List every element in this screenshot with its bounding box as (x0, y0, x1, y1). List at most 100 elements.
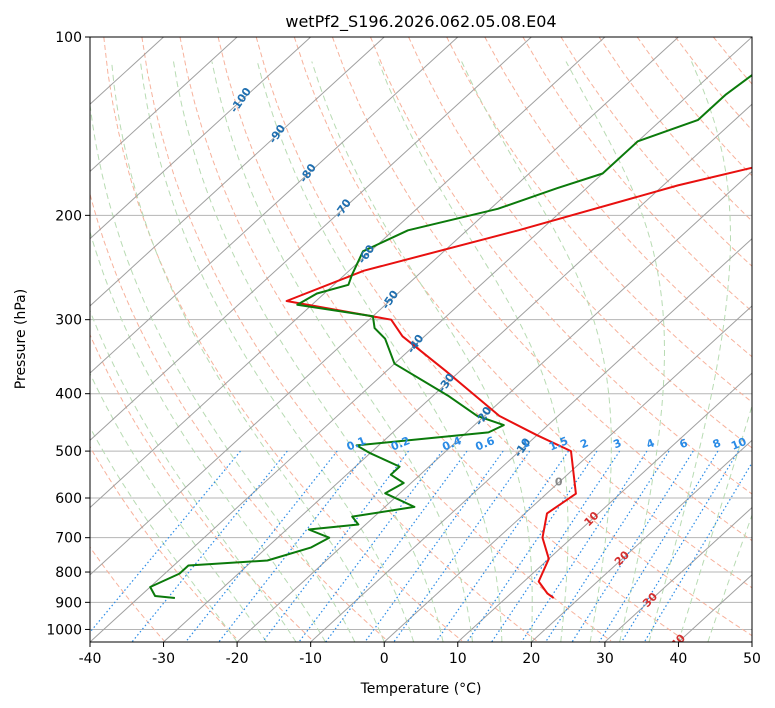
isotherm-line (310, 237, 752, 642)
mixing-ratio-line (131, 450, 288, 642)
moist-adiabat-line (173, 61, 444, 642)
isotherm-line (457, 372, 752, 642)
mixing-ratio-line (393, 450, 531, 642)
isotherm-line (383, 305, 752, 642)
dry-adiabat-line (446, 37, 752, 403)
dry-adiabat-line (217, 37, 686, 642)
mixing-ratio-line (185, 450, 338, 642)
moist-adiabat-line (211, 61, 473, 642)
mixing-ratio-label: 3 (611, 436, 623, 451)
moist-adiabat-line (139, 61, 415, 642)
isotherm-line (90, 37, 385, 307)
isotherm-line (90, 37, 532, 442)
moist-adiabat-line (677, 404, 752, 642)
x-tick-label: 0 (380, 651, 389, 667)
chart-title: wetPf2_S196.2026.062.05.08.E04 (285, 12, 556, 32)
isotherm-line (604, 506, 752, 642)
y-axis-ticks: 100 200 300 400 500 600 700 800 900 1000 (46, 30, 90, 638)
y-tick-label: 800 (55, 565, 82, 581)
dry-adiabat-line (408, 37, 752, 449)
dry-adiabat-line (90, 333, 314, 642)
isotherm-line (90, 37, 459, 374)
y-tick-label: 100 (55, 30, 82, 46)
x-tick-label: 50 (743, 651, 761, 667)
y-tick-label: 200 (55, 208, 82, 224)
x-tick-label: 40 (670, 651, 688, 667)
moist-adiabat-line (461, 61, 612, 642)
mixing-ratio-label: 1 (519, 436, 531, 451)
isotherm-line (90, 37, 679, 576)
dry-adiabat-line (141, 37, 537, 642)
x-tick-label: 20 (522, 651, 540, 667)
dry-adiabats (90, 37, 752, 642)
moist-adiabat-line (90, 372, 267, 642)
mixing-ratio-label: 8 (711, 436, 723, 451)
isotherms (90, 37, 752, 642)
mixing-ratio-label: 10 (729, 435, 748, 453)
moist-adiabat-line (90, 309, 297, 642)
dry-adiabat-line (522, 37, 752, 313)
moist-adiabat-line (378, 61, 569, 642)
dry-adiabat-line (255, 37, 752, 637)
moist-adiabat-line (90, 230, 326, 642)
moist-adiabat-line (90, 426, 238, 642)
moist-adiabat-line (111, 61, 385, 642)
temperature-profile-line (285, 166, 752, 599)
dewpoint-profile-line (149, 73, 752, 599)
x-tick-label: -20 (226, 651, 249, 667)
isotherm-label: 40 (668, 631, 688, 651)
mixing-ratio-label: 2 (578, 436, 590, 451)
dry-adiabat-line (90, 546, 165, 642)
moist-adiabat-line (648, 61, 732, 642)
isotherm-line (236, 170, 752, 642)
y-axis-label: Pressure (hPa) (13, 289, 29, 389)
moist-adiabat-line (256, 61, 503, 642)
mixing-ratio-line (545, 450, 670, 642)
isotherm-line (90, 37, 312, 240)
mixing-ratio-line (643, 461, 752, 642)
y-tick-label: 900 (55, 595, 82, 611)
isotherm-line (530, 439, 752, 642)
y-tick-label: 500 (55, 444, 82, 460)
x-tick-label: -40 (79, 651, 102, 667)
mixing-ratio-line (435, 450, 569, 642)
y-tick-label: 1000 (46, 622, 82, 638)
dry-adiabat-line (293, 37, 752, 589)
moist-adiabat-line (707, 513, 752, 642)
x-axis-ticks: -40 -30 -20 -10 0 10 20 30 40 50 (79, 642, 761, 667)
x-tick-label: -10 (299, 651, 322, 667)
moist-adiabat-line (311, 61, 533, 642)
plot-frame (89, 36, 753, 643)
y-tick-label: 300 (55, 313, 82, 329)
mixing-ratio-line (218, 450, 369, 642)
isotherm-line (90, 37, 238, 173)
mixing-ratio-line (621, 450, 739, 642)
isotherm-line (90, 37, 606, 509)
y-tick-label: 700 (55, 531, 82, 547)
dry-adiabat-line (179, 37, 612, 642)
plot-area: -100-90-80-70-60-50-40-30-20-10010203040… (90, 37, 752, 651)
dry-adiabat-line (484, 37, 752, 358)
profile-series (149, 73, 752, 599)
mixing-ratio-line (598, 450, 719, 642)
mixing-ratio-line (571, 450, 694, 642)
mixing-ratio-line (466, 450, 598, 642)
dry-adiabat-line (103, 37, 463, 642)
x-axis-label: Temperature (°C) (360, 681, 482, 697)
moist-adiabats (90, 61, 752, 642)
y-tick-label: 600 (55, 491, 82, 507)
mixing-ratio-line (364, 450, 504, 642)
mixing-ratio-line (262, 450, 410, 642)
isotherm-line (90, 37, 752, 642)
y-tick-label: 400 (55, 387, 82, 403)
pressure-gridlines (90, 37, 752, 630)
moist-adiabat-line (90, 100, 356, 642)
x-tick-label: 30 (596, 651, 614, 667)
isotherm-label: 0 (555, 476, 563, 489)
x-tick-label: 10 (449, 651, 467, 667)
mixing-ratio-lines (90, 450, 752, 642)
x-tick-label: -30 (152, 651, 175, 667)
isotherm-line (163, 103, 752, 642)
